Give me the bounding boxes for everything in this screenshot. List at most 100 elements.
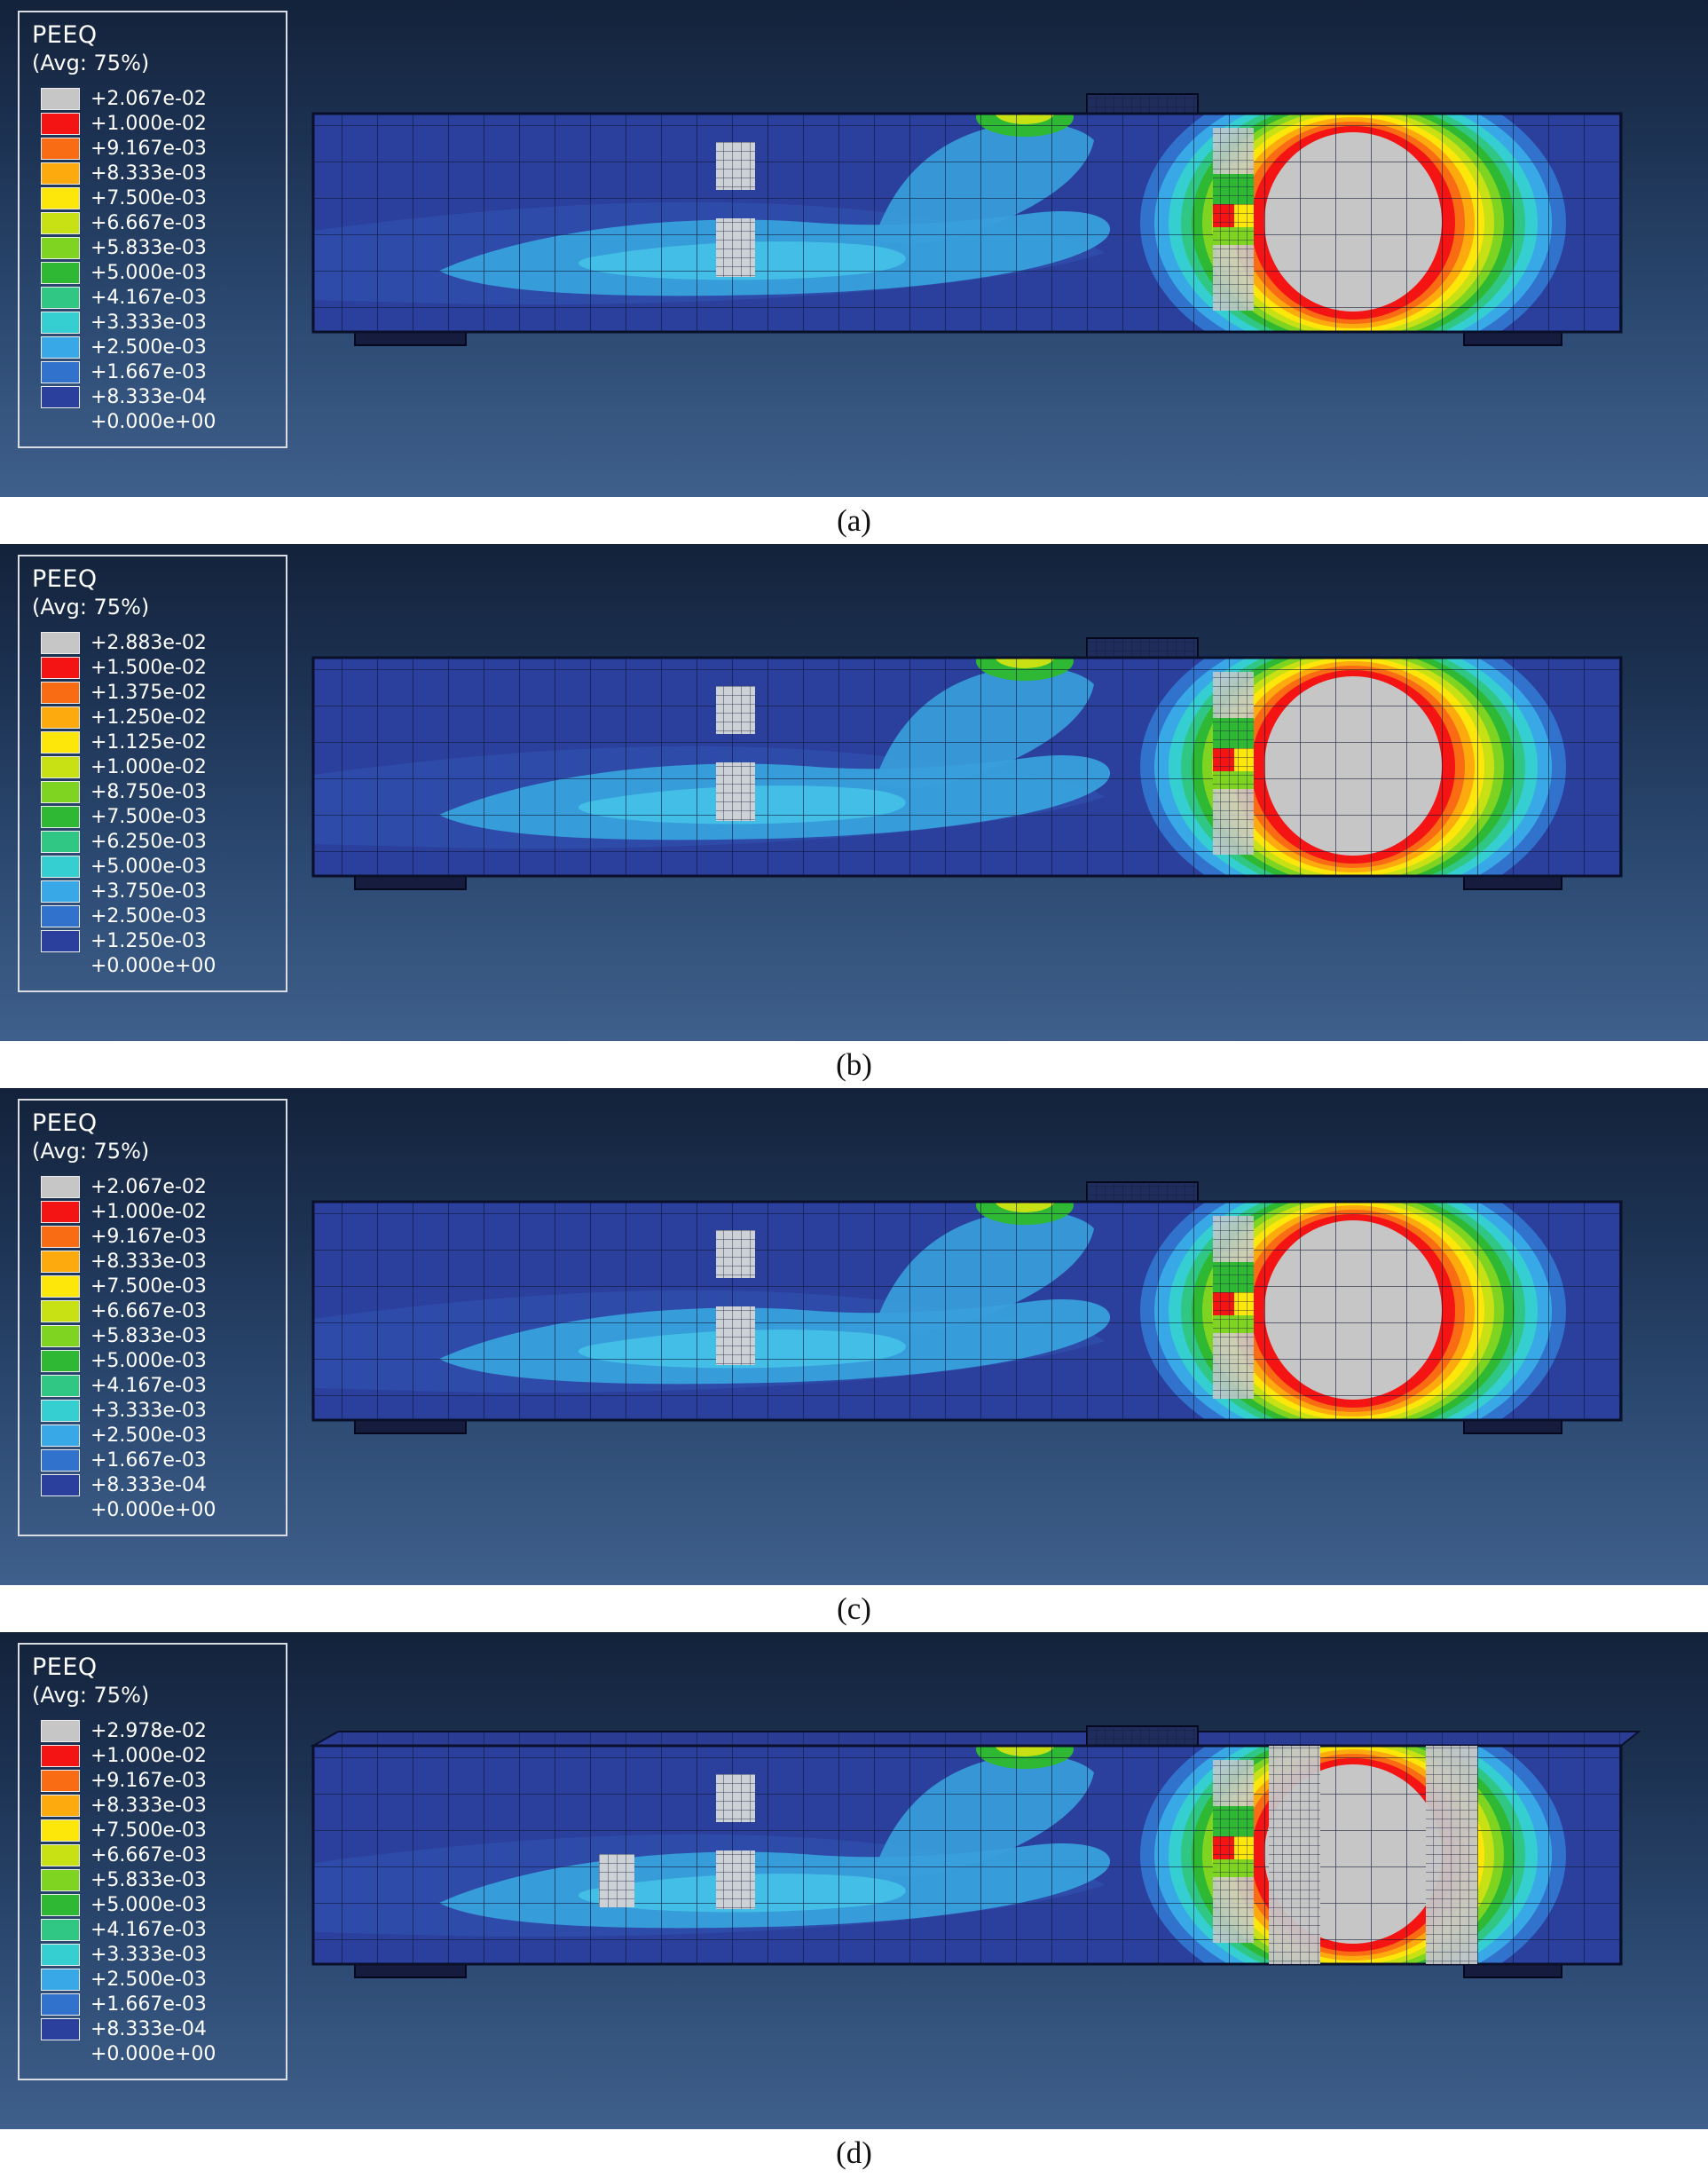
color-swatch bbox=[41, 1993, 80, 2016]
legend-value: +8.333e-03 bbox=[91, 162, 207, 185]
color-swatch bbox=[41, 1250, 80, 1273]
beam-contour-plot-b bbox=[306, 633, 1664, 926]
legend-color-scale: +2.067e-02 +1.000e-02 +9.167e-03 bbox=[32, 1174, 279, 1522]
color-swatch bbox=[41, 631, 80, 654]
legend-value: +2.978e-02 bbox=[91, 1719, 207, 1742]
legend-entry: +9.167e-03 bbox=[32, 136, 279, 161]
legend-entry: +1.000e-02 bbox=[32, 754, 279, 779]
legend-value: +6.667e-03 bbox=[91, 1299, 207, 1322]
color-swatch bbox=[41, 1175, 80, 1198]
legend-entry: +2.500e-03 bbox=[32, 1967, 279, 1992]
color-swatch bbox=[41, 1374, 80, 1397]
legend-subtitle: (Avg: 75%) bbox=[32, 595, 150, 619]
legend-value: +6.667e-03 bbox=[91, 1843, 207, 1866]
color-swatch bbox=[41, 904, 80, 927]
legend-entry: +2.067e-02 bbox=[32, 1174, 279, 1199]
color-swatch bbox=[41, 1968, 80, 1991]
legend-value: +2.500e-03 bbox=[91, 335, 207, 359]
beam-contour-plot-c bbox=[306, 1177, 1664, 1470]
legend-entry: +9.167e-03 bbox=[32, 1224, 279, 1249]
legend-entry: +2.500e-03 bbox=[32, 904, 279, 928]
legend-entry: +1.250e-02 bbox=[32, 705, 279, 730]
legend-value: +7.500e-03 bbox=[91, 1819, 207, 1842]
legend-entry: +5.833e-03 bbox=[32, 1323, 279, 1348]
legend-entry: +4.167e-03 bbox=[32, 1917, 279, 1942]
color-swatch bbox=[41, 1200, 80, 1223]
color-swatch bbox=[41, 706, 80, 729]
legend-value: +5.000e-03 bbox=[91, 855, 207, 878]
color-swatch bbox=[41, 1225, 80, 1248]
legend-entry: +6.250e-03 bbox=[32, 829, 279, 854]
legend-entry: +6.667e-03 bbox=[32, 1843, 279, 1867]
color-swatch bbox=[41, 780, 80, 803]
legend-entry: +7.500e-03 bbox=[32, 185, 279, 210]
legend-value: +9.167e-03 bbox=[91, 137, 207, 160]
legend-entry: +1.375e-02 bbox=[32, 680, 279, 705]
color-swatch bbox=[41, 1893, 80, 1916]
legend-entry: +1.667e-03 bbox=[32, 1992, 279, 2016]
legend-value: +0.000e+00 bbox=[91, 1498, 216, 1521]
legend-value: +5.000e-03 bbox=[91, 1349, 207, 1372]
legend-value: +4.167e-03 bbox=[91, 1374, 207, 1397]
legend-box-a: PEEQ (Avg: 75%) +2.067e-02 +1.000e-02 bbox=[18, 11, 287, 448]
panel-d: PEEQ (Avg: 75%) +2.978e-02 +1.000e-02 bbox=[0, 1632, 1708, 2129]
color-swatch bbox=[41, 286, 80, 309]
legend-value: +2.500e-03 bbox=[91, 904, 207, 927]
legend-title: PEEQ bbox=[32, 21, 98, 49]
color-swatch bbox=[41, 211, 80, 234]
legend-value: +1.000e-02 bbox=[91, 1200, 207, 1223]
legend-entry: +8.750e-03 bbox=[32, 779, 279, 804]
legend-value: +1.000e-02 bbox=[91, 1744, 207, 1767]
legend-entry: +8.333e-03 bbox=[32, 1793, 279, 1818]
panel-a: PEEQ (Avg: 75%) +2.067e-02 +1.000e-02 bbox=[0, 0, 1708, 497]
legend-value: +5.833e-03 bbox=[91, 1868, 207, 1891]
legend-value: +0.000e+00 bbox=[91, 2042, 216, 2065]
legend-entry: +5.000e-03 bbox=[32, 854, 279, 879]
legend-value: +5.833e-03 bbox=[91, 236, 207, 259]
legend-value: +1.000e-02 bbox=[91, 112, 207, 135]
legend-value: +2.883e-02 bbox=[91, 631, 207, 654]
caption-strip-b: (b) bbox=[0, 1041, 1708, 1088]
color-swatch bbox=[41, 880, 80, 903]
color-swatch bbox=[41, 112, 80, 135]
legend-value: +7.500e-03 bbox=[91, 1274, 207, 1298]
legend-value: +3.333e-03 bbox=[91, 1399, 207, 1422]
caption-strip-d: (d) bbox=[0, 2129, 1708, 2176]
panel-b: PEEQ (Avg: 75%) +2.883e-02 +1.500e-02 bbox=[0, 544, 1708, 1041]
beam-contour-plot-a bbox=[306, 89, 1664, 382]
panel-c: PEEQ (Avg: 75%) +2.067e-02 +1.000e-02 bbox=[0, 1088, 1708, 1585]
color-swatch bbox=[41, 730, 80, 754]
color-swatch bbox=[41, 1719, 80, 1742]
legend-entry: +9.167e-03 bbox=[32, 1768, 279, 1793]
legend-value: +3.750e-03 bbox=[91, 880, 207, 903]
legend-entry: +4.167e-03 bbox=[32, 1373, 279, 1398]
color-swatch bbox=[41, 1744, 80, 1767]
legend-entry: +5.000e-03 bbox=[32, 1348, 279, 1373]
legend-value: +9.167e-03 bbox=[91, 1769, 207, 1792]
legend-entry: +5.833e-03 bbox=[32, 235, 279, 260]
caption-strip-a: (a) bbox=[0, 497, 1708, 544]
legend-value: +1.000e-02 bbox=[91, 755, 207, 778]
legend-entry: +8.333e-03 bbox=[32, 161, 279, 185]
legend-entry: +0.000e+00 bbox=[32, 953, 279, 978]
color-swatch bbox=[41, 1868, 80, 1891]
legend-value: +5.000e-03 bbox=[91, 261, 207, 284]
legend-title: PEEQ bbox=[32, 1109, 98, 1137]
beam-contour-plot-d bbox=[306, 1721, 1664, 2014]
legend-value: +3.333e-03 bbox=[91, 311, 207, 334]
color-swatch bbox=[41, 87, 80, 110]
legend-subtitle: (Avg: 75%) bbox=[32, 1139, 150, 1164]
legend-value: +4.167e-03 bbox=[91, 286, 207, 309]
legend-entry: +1.000e-02 bbox=[32, 1743, 279, 1768]
color-swatch bbox=[41, 236, 80, 259]
legend-value: +1.500e-02 bbox=[91, 656, 207, 679]
legend-entry: +1.667e-03 bbox=[32, 1448, 279, 1472]
legend-entry: +2.067e-02 bbox=[32, 86, 279, 111]
legend-box-d: PEEQ (Avg: 75%) +2.978e-02 +1.000e-02 bbox=[18, 1643, 287, 2080]
legend-entry: +1.125e-02 bbox=[32, 730, 279, 754]
color-swatch bbox=[41, 311, 80, 334]
legend-entry: +3.333e-03 bbox=[32, 1942, 279, 1967]
legend-value: +6.250e-03 bbox=[91, 830, 207, 853]
color-swatch bbox=[41, 186, 80, 209]
